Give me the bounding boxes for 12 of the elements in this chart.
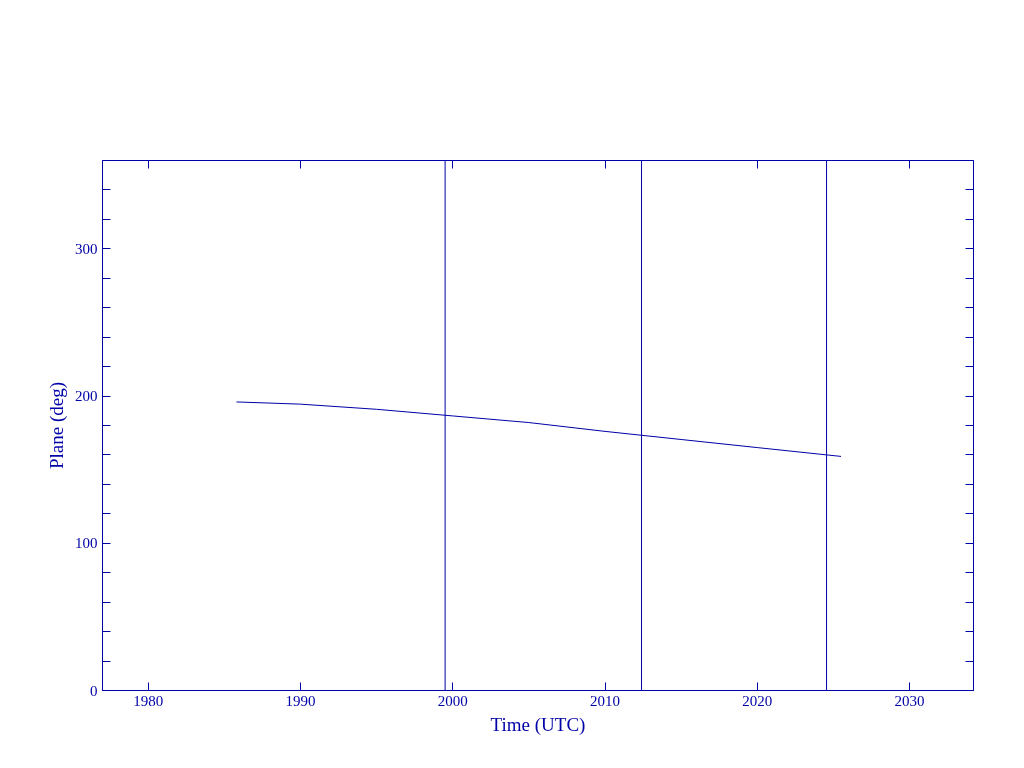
x-tick-label: 2000 — [437, 692, 468, 709]
y-tick-label: 200 — [75, 388, 98, 405]
x-tick-label: 2010 — [590, 692, 620, 709]
y-tick-label: 0 — [90, 682, 98, 699]
x-tick-label: 2030 — [894, 692, 925, 709]
x-tick-label: 2020 — [742, 692, 773, 709]
y-axis-title: Plane (deg) — [46, 381, 68, 470]
y-tick-label: 100 — [75, 535, 98, 552]
x-tick-label: 1980 — [133, 692, 164, 709]
y-tick-label: 300 — [75, 240, 98, 257]
x-tick-label: 1990 — [285, 692, 316, 709]
x-axis-title: Time (UTC) — [490, 713, 586, 736]
